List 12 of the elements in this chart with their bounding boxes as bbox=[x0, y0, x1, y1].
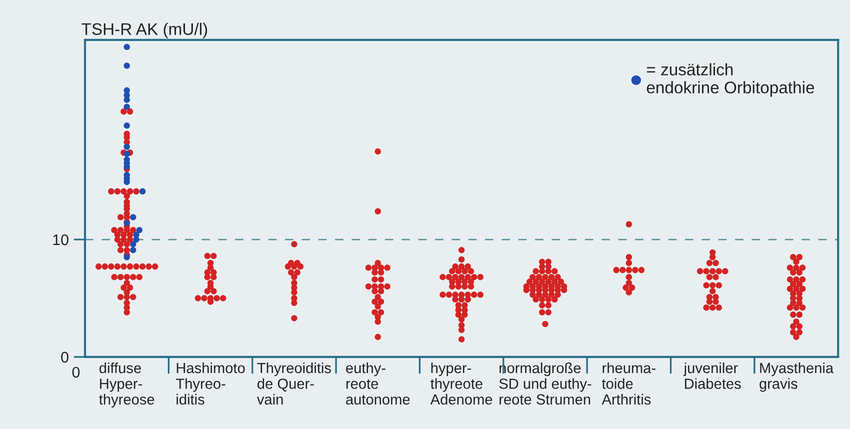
x-tick-label: diffuse Hyper- thyreose bbox=[99, 362, 154, 408]
x-tick-label: Myasthenia gravis bbox=[760, 362, 834, 392]
x-tick-label: euthy- reote autonome bbox=[346, 362, 410, 405]
y-tick-label: 10 bbox=[53, 234, 68, 246]
y-axis-title: TSH-R AK (mU/l) bbox=[82, 22, 208, 38]
x-tick-label: rheuma- toide Arthritis bbox=[602, 362, 656, 405]
x-tick-label: juveniler Diabetes bbox=[683, 362, 741, 389]
text: 0 bbox=[72, 366, 80, 378]
x-tick-label: hyper- thyreote Adenome bbox=[430, 362, 492, 405]
legend-label: = zusätzlich endokrine Orbitopathie bbox=[646, 63, 814, 97]
x-tick-label: Thyreoiditis de Quer- vain bbox=[256, 362, 331, 405]
x-tick-label: Hashimoto Thyreo- iditis bbox=[176, 362, 245, 405]
